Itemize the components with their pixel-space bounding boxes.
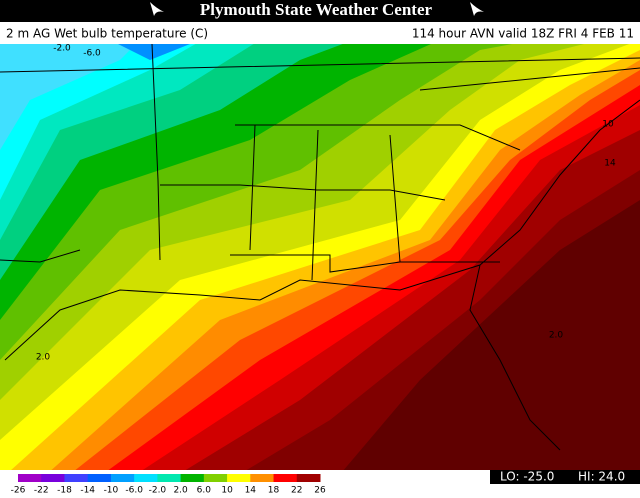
- band: [0, 44, 136, 150]
- legend-swatch: [18, 474, 42, 482]
- legend-label: -2.0: [149, 486, 167, 496]
- legend-swatch: [41, 474, 65, 482]
- legend-label: -14: [80, 486, 95, 496]
- title: Plymouth State Weather Center: [200, 0, 433, 19]
- legend-label: -10: [104, 486, 119, 496]
- contour-label: -2.0: [53, 44, 71, 54]
- legend-swatch: [134, 474, 158, 482]
- legend-label: 6.0: [197, 486, 212, 496]
- title-bar: [0, 0, 640, 22]
- border: [0, 44, 640, 451]
- subtitle-left: 2 m AG Wet bulb temperature (C): [6, 27, 208, 41]
- legend-label: -18: [57, 486, 72, 496]
- lo-value: LO: -25.0: [500, 470, 554, 484]
- legend-swatch: [227, 474, 251, 482]
- legend-label: -26: [11, 486, 26, 496]
- contour-label: 2.0: [36, 353, 51, 363]
- legend-label: 2.0: [173, 486, 188, 496]
- band: [118, 44, 190, 60]
- legend-swatch: [64, 474, 89, 482]
- legend-swatch: [273, 474, 298, 482]
- legend-label: 26: [314, 486, 326, 496]
- legend-swatch: [203, 474, 228, 482]
- contour-label: 14: [604, 159, 616, 169]
- legend-swatch: [250, 474, 275, 482]
- legend-swatch: [296, 474, 321, 482]
- contour-label: -6.0: [83, 49, 101, 59]
- color-legend: -26 -22 -18 -14 -10 -6.0 -2.0 2.0 6.0 10 14 18 22 26: [11, 474, 326, 496]
- contour-label: 10: [602, 120, 614, 130]
- borders: [0, 44, 640, 451]
- legend-label: 22: [291, 486, 302, 496]
- legend-label: -22: [34, 486, 49, 496]
- legend-label: -6.0: [125, 486, 143, 496]
- legend-label: 18: [268, 486, 280, 496]
- legend-swatch: [157, 474, 182, 482]
- hi-value: HI: 24.0: [578, 470, 625, 484]
- legend-label: 10: [221, 486, 233, 496]
- stats-box: [490, 470, 640, 484]
- subtitle-bar: [0, 22, 640, 44]
- legend-swatch: [110, 474, 135, 482]
- subtitle-right: 114 hour AVN valid 18Z FRI 4 FEB 11: [412, 27, 634, 41]
- legend-swatch: [180, 474, 205, 482]
- contour-label: 2.0: [549, 331, 564, 341]
- legend-swatch: [87, 474, 112, 482]
- legend-label: 14: [245, 486, 257, 496]
